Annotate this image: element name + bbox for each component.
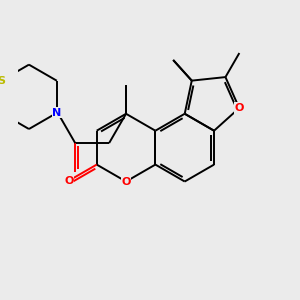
Text: N: N xyxy=(52,108,62,118)
Text: O: O xyxy=(64,176,74,186)
Text: S: S xyxy=(0,76,5,86)
Text: O: O xyxy=(235,103,244,113)
Text: O: O xyxy=(235,103,244,113)
Text: O: O xyxy=(122,176,131,187)
